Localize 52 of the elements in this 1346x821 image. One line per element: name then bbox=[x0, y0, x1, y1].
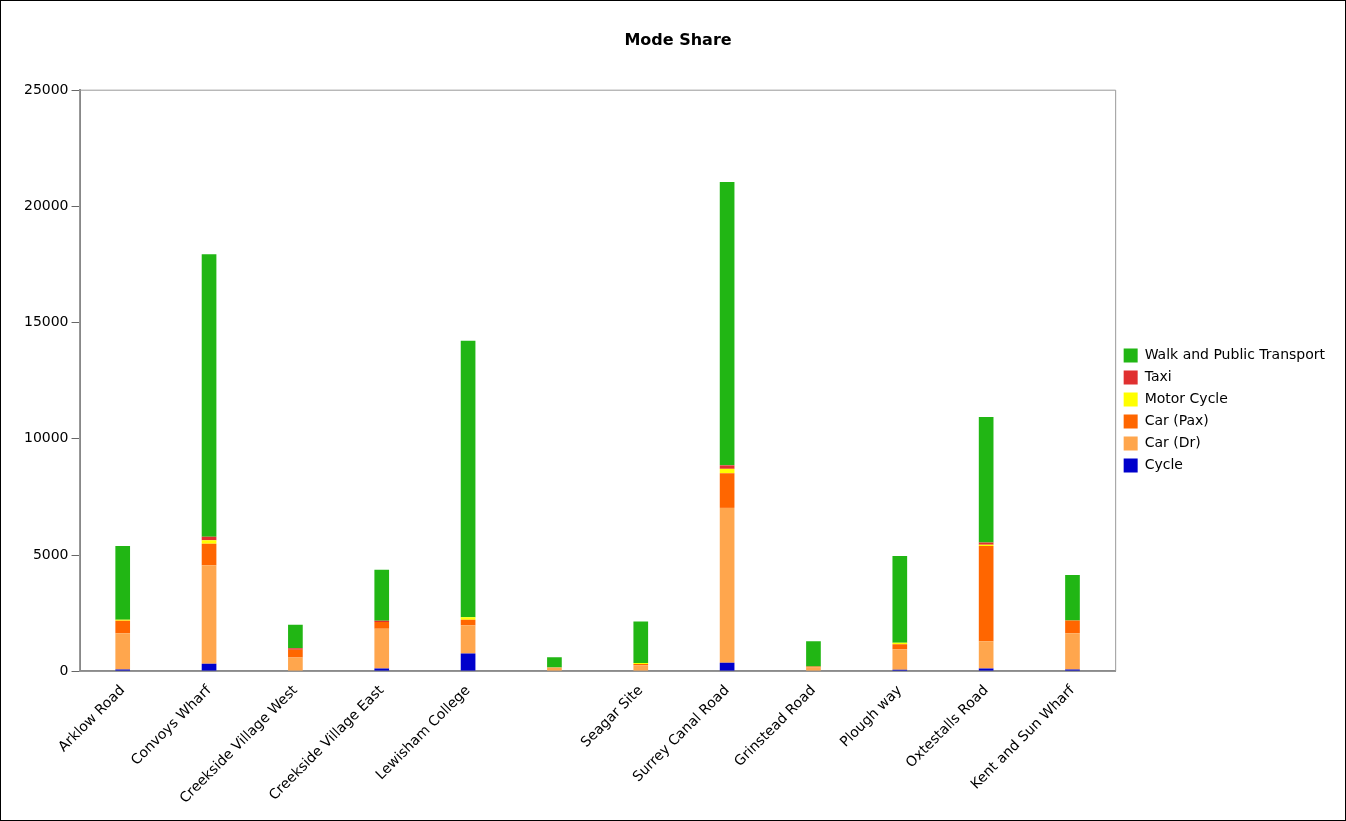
legend-label: Car (Pax) bbox=[1144, 412, 1209, 429]
y-tick-label: 10000 bbox=[23, 429, 69, 446]
bar bbox=[978, 417, 994, 543]
bar bbox=[892, 644, 908, 650]
bar bbox=[460, 625, 476, 654]
y-tick-label: 15000 bbox=[23, 313, 69, 330]
bar bbox=[460, 617, 476, 620]
bar bbox=[460, 653, 476, 671]
legend-label: Taxi bbox=[1143, 368, 1172, 385]
bar bbox=[201, 543, 217, 566]
bar bbox=[115, 546, 131, 620]
bar bbox=[719, 182, 735, 466]
chart-title: Mode Share bbox=[624, 29, 732, 49]
bar bbox=[806, 641, 821, 667]
bar bbox=[115, 633, 131, 670]
bar bbox=[374, 622, 390, 629]
bar bbox=[892, 649, 908, 670]
bar bbox=[288, 657, 303, 671]
bar bbox=[719, 473, 735, 508]
legend-label: Car (Dr) bbox=[1144, 434, 1201, 451]
bar bbox=[978, 668, 994, 671]
bar bbox=[892, 556, 908, 643]
bar bbox=[288, 649, 303, 658]
legend-label: Cycle bbox=[1144, 456, 1183, 473]
bar bbox=[1065, 575, 1080, 621]
bar bbox=[547, 667, 562, 671]
bar bbox=[201, 540, 217, 544]
y-tick-label: 20000 bbox=[23, 197, 69, 214]
bar bbox=[115, 620, 131, 634]
bar bbox=[1065, 633, 1080, 670]
bar bbox=[201, 254, 217, 537]
bar bbox=[719, 465, 735, 469]
bar bbox=[547, 657, 562, 668]
legend-label: Walk and Public Transport bbox=[1144, 346, 1326, 363]
bar bbox=[978, 641, 994, 669]
bar bbox=[1065, 620, 1080, 634]
bar bbox=[719, 662, 735, 671]
y-tick-label: 5000 bbox=[32, 545, 69, 562]
legend-label: Motor Cycle bbox=[1144, 390, 1228, 407]
bar bbox=[460, 340, 476, 618]
bar bbox=[201, 663, 217, 671]
bar bbox=[288, 624, 303, 649]
bar bbox=[201, 565, 217, 664]
bar bbox=[374, 668, 390, 671]
bar bbox=[978, 546, 994, 642]
y-tick-label: 25000 bbox=[23, 80, 69, 97]
y-tick-label: 0 bbox=[59, 661, 69, 678]
bar bbox=[374, 628, 390, 669]
bar bbox=[633, 665, 649, 671]
bar bbox=[719, 507, 735, 663]
bar bbox=[633, 621, 649, 663]
bar bbox=[374, 569, 390, 621]
